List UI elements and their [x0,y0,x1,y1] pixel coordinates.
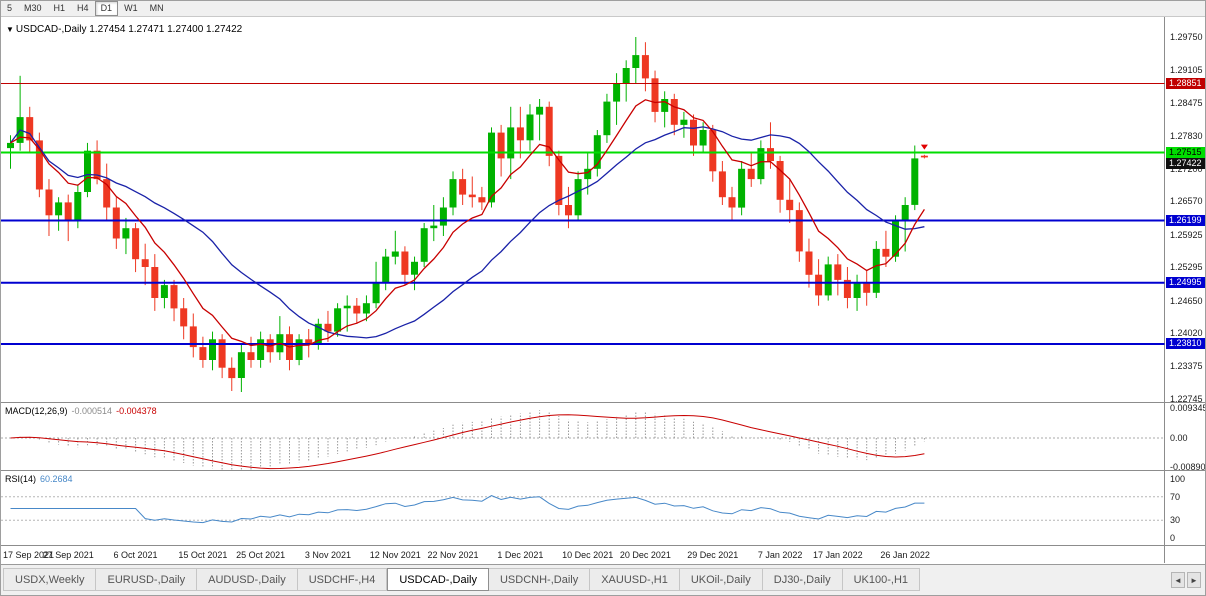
tab-usdcad-daily[interactable]: USDCAD-,Daily [387,568,489,591]
tab-scroll-right-icon[interactable]: ► [1187,571,1201,588]
timeframe-button-h4[interactable]: H4 [71,1,95,16]
rsi-title: RSI(14) [5,474,37,484]
price-chart-canvas[interactable] [1,17,1206,566]
symbol-dropdown-icon[interactable]: ▼ [6,25,14,34]
price-scale-label: 1.26570 [1170,196,1203,207]
price-level-tag-1.27422: 1.27422 [1166,158,1205,169]
rsi-scale-label: 30 [1170,515,1181,526]
date-axis-label: 1 Dec 2021 [497,550,544,560]
timeframe-button-m30[interactable]: M30 [18,1,48,16]
rsi-indicator-label: RSI(14) 60.2684 [5,474,73,484]
price-level-tag-1.23810: 1.23810 [1166,338,1205,350]
sell-marker-icon [920,144,928,150]
date-axis-label: 6 Oct 2021 [113,550,158,560]
date-axis-label: 17 Jan 2022 [813,550,863,560]
candlesticks [7,37,928,392]
price-scale-label: 1.28475 [1170,97,1203,108]
date-axis-label: 3 Nov 2021 [304,550,351,560]
price-scale-label: 1.27830 [1170,131,1203,142]
date-axis-label: 25 Oct 2021 [236,550,286,560]
date-axis-label: 27 Sep 2021 [42,550,94,560]
macd-signal-value: -0.004378 [116,406,157,416]
date-axis-label: 7 Jan 2022 [757,550,803,560]
chart-title: ▼ USDCAD-,Daily 1.27454 1.27471 1.27400 1… [6,24,242,35]
ma-fast-line [10,99,925,348]
rsi-scale-label: 70 [1170,491,1181,502]
tab-eurusd-daily[interactable]: EURUSD-,Daily [96,568,198,591]
rsi-scale-label: 100 [1170,474,1186,484]
tab-scroll-controls: ◄ ► [1171,568,1203,591]
price-level-tag-1.24995: 1.24995 [1166,277,1205,289]
macd-scale-label: 0.009345 [1170,403,1206,413]
price-level-tag-1.26199: 1.26199 [1166,215,1205,227]
tab-dj30-daily[interactable]: DJ30-,Daily [762,568,843,591]
date-axis-label: 15 Oct 2021 [178,550,228,560]
date-axis-label: 22 Nov 2021 [427,550,479,560]
tab-usdchf-h4[interactable]: USDCHF-,H4 [297,568,388,591]
timeframe-button-mn[interactable]: MN [143,1,170,16]
price-scale-label: 1.24650 [1170,295,1203,306]
macd-scale-label: -0.008900 [1170,461,1206,472]
timeframe-button-d1[interactable]: D1 [94,1,119,16]
price-scale-label: 1.24020 [1170,328,1203,339]
tab-usdcnh-daily[interactable]: USDCNH-,Daily [488,568,591,591]
macd-indicator-label: MACD(12,26,9) -0.000514 -0.004378 [5,406,157,416]
tab-ukoil-daily[interactable]: UKOil-,Daily [679,568,763,591]
price-scale-label: 1.22745 [1170,394,1203,405]
macd-title: MACD(12,26,9) [5,406,68,416]
price-scale-label: 1.29105 [1170,65,1203,76]
ma-slow-line [9,126,925,339]
timeframe-button-5[interactable]: 5 [1,1,19,16]
price-level-tag-1.27515: 1.27515 [1166,147,1205,158]
rsi-value: 60.2684 [40,474,73,484]
macd-main-value: -0.000514 [71,406,113,416]
timeframe-toolbar: 5 M30 H1 H4 D1 W1 MN [1,1,1205,17]
timeframe-button-h1[interactable]: H1 [47,1,72,16]
tab-audusd-daily[interactable]: AUDUSD-,Daily [197,568,298,591]
tab-uk100-h1[interactable]: UK100-,H1 [842,568,921,591]
price-scale-label: 1.29750 [1170,32,1203,42]
rsi-line [10,495,925,524]
tab-usdx-weekly[interactable]: USDX,Weekly [3,568,97,591]
date-axis-label: 26 Jan 2022 [880,550,930,560]
date-axis-label: 17 Sep 2021 [3,550,55,560]
chart-tab-bar: USDX,Weekly EURUSD-,Daily AUDUSD-,Daily USD… [1,564,1205,595]
macd-scale-label: 0.00 [1170,433,1188,443]
date-axis-label: 29 Dec 2021 [687,550,739,560]
rsi-scale-label: 0 [1170,533,1176,543]
chart-ohlc-values: 1.27454 1.27471 1.27400 1.27422 [89,24,243,35]
date-axis-label: 12 Nov 2021 [369,550,421,560]
timeframe-button-w1[interactable]: W1 [118,1,144,16]
price-scale-label: 1.23375 [1170,361,1203,372]
date-axis-label: 10 Dec 2021 [562,550,614,560]
chart-area[interactable]: ▼ USDCAD-,Daily 1.27454 1.27471 1.27400 1… [1,17,1206,566]
chart-symbol-label: USDCAD-,Daily [15,24,87,35]
rsi-pane [1,495,1165,524]
price-scale-label: 1.25925 [1170,229,1203,240]
macd-pane [1,410,1165,471]
tab-scroll-left-icon[interactable]: ◄ [1171,571,1185,588]
macd-signal-line [10,414,925,470]
price-scale-label: 1.25295 [1170,262,1203,273]
tab-xauusd-h1[interactable]: XAUUSD-,H1 [590,568,680,591]
date-axis-label: 20 Dec 2021 [619,550,671,560]
price-level-tag-1.28851: 1.28851 [1166,77,1205,89]
